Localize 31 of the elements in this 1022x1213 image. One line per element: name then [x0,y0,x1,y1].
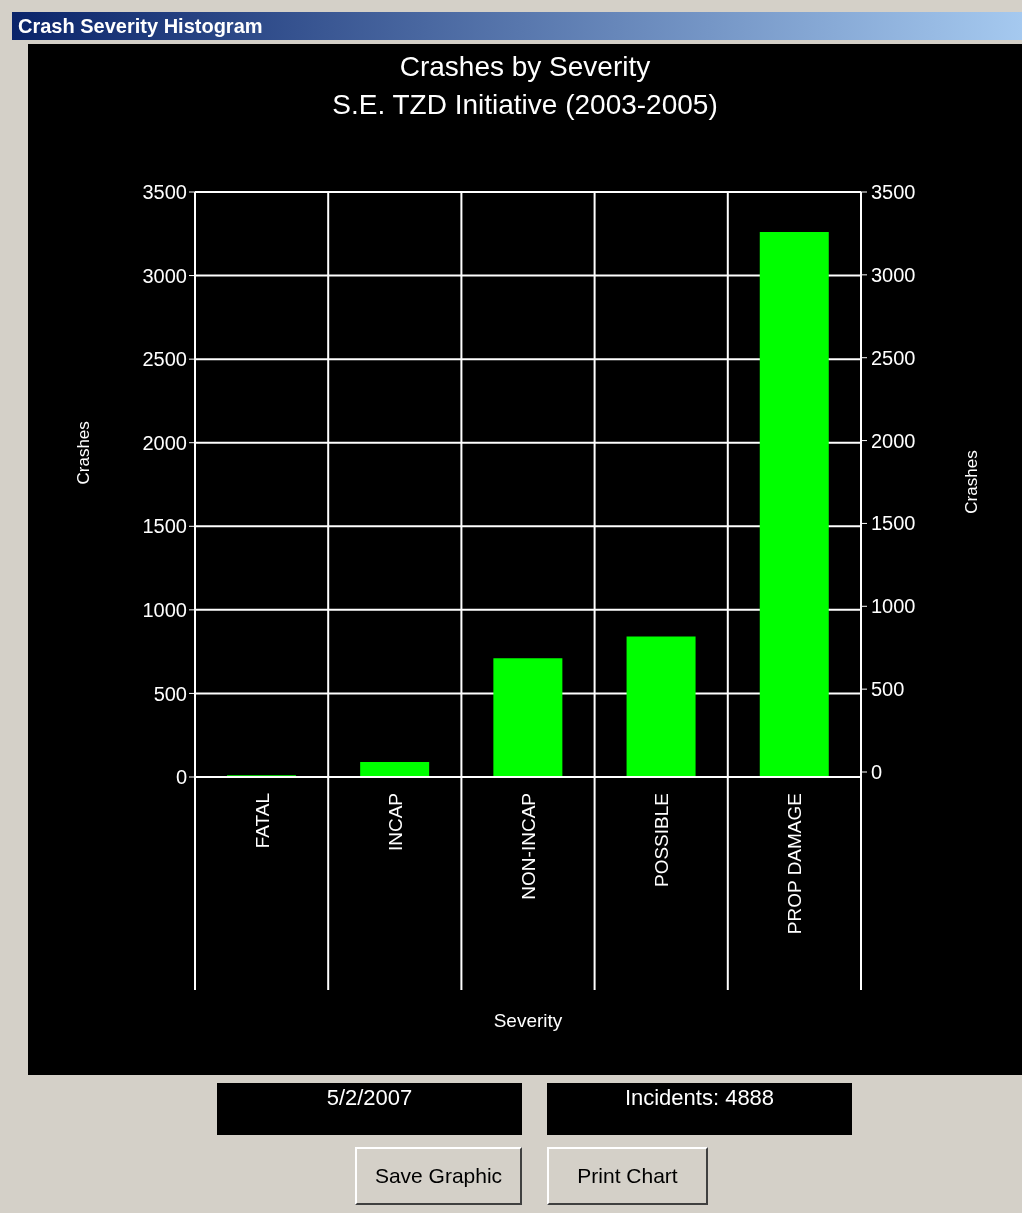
chart-subtitle: S.E. TZD Initiative (2003-2005) [332,89,718,120]
y-tick-label: 2000 [142,431,187,454]
y-tick-label: 1000 [142,598,187,621]
button: Save Graphic [355,1147,522,1205]
y-tick-label: 2500 [142,348,187,371]
text: Incidents: 4888 [624,1085,775,1110]
y-axis-title: Crashes [74,421,94,485]
y2-axis-title: Crashes [961,450,981,514]
chart-title: Crashes by Severity [399,51,651,82]
text: 5/2/2007 [326,1085,413,1110]
text: Crash Severity Histogram [18,15,263,37]
y2-tick-label: 1000 [871,595,916,618]
y2-tick-label: 0 [871,761,883,783]
y2-tick-label: 2000 [871,429,916,452]
x-axis-title: Severity [493,1010,563,1031]
y2-tick-label: 1500 [871,512,916,535]
x-tick-label: PROP DAMAGE [784,793,806,935]
y-tick-label: 3500 [142,181,187,204]
x-tick-label: FATAL [251,793,273,849]
x-tick-label: POSSIBLE [651,793,673,887]
y-tick-label: 1500 [142,515,187,538]
y2-tick-label: 500 [871,678,905,701]
x-tick-label: INCAP [384,793,406,852]
y2-tick-label: 3000 [871,263,916,286]
y2-tick-label: 2500 [871,346,916,369]
y2-tick-label: 3500 [871,181,916,203]
y-tick-label: 3000 [142,264,187,287]
y-tick-label: 500 [153,682,187,705]
x-tick-label: NON-INCAP [518,793,539,900]
y-tick-label: 0 [175,766,187,789]
button: Print Chart [547,1147,708,1205]
